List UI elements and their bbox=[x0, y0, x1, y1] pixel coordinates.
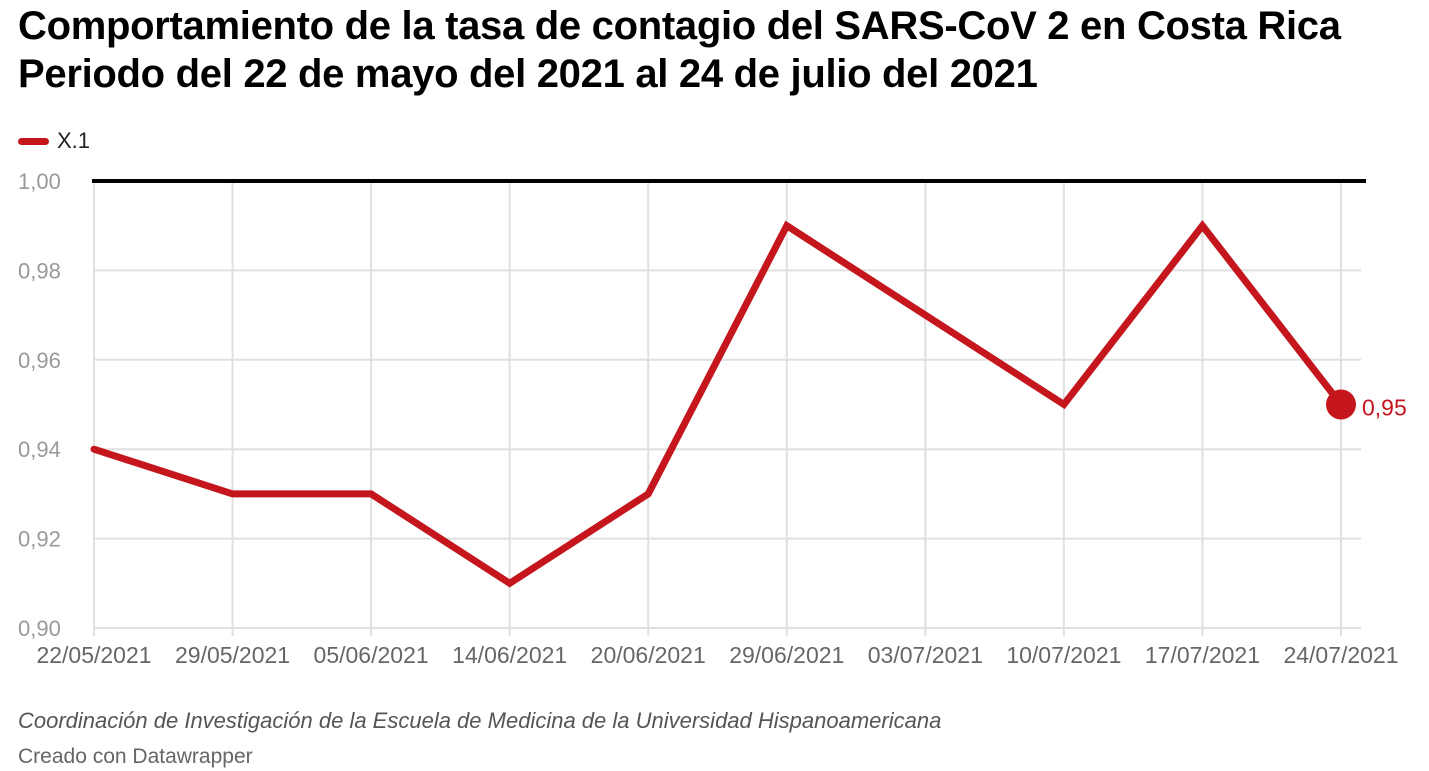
series-line bbox=[90, 219, 1345, 588]
x-tick-label: 29/05/2021 bbox=[175, 642, 290, 668]
data-point bbox=[922, 312, 929, 319]
credit-link[interactable]: Creado con Datawrapper bbox=[18, 745, 253, 768]
x-tick-label: 17/07/2021 bbox=[1145, 642, 1260, 668]
y-tick-label: 0,94 bbox=[18, 437, 61, 462]
y-tick-label: 0,96 bbox=[18, 348, 61, 373]
chart-subtitle: Periodo del 22 de mayo del 2021 al 24 de… bbox=[18, 52, 1038, 96]
y-tick-label: 0,98 bbox=[18, 258, 61, 283]
legend-label: X.1 bbox=[57, 128, 91, 153]
x-tick-label: 14/06/2021 bbox=[452, 642, 567, 668]
data-point bbox=[783, 222, 790, 229]
data-point bbox=[645, 490, 652, 497]
end-value-label: 0,95 bbox=[1362, 395, 1407, 421]
grid bbox=[93, 181, 1361, 636]
data-point bbox=[506, 580, 513, 587]
source-note: Coordinación de Investigación de la Escu… bbox=[18, 708, 942, 733]
x-tick-label: 03/07/2021 bbox=[868, 642, 983, 668]
x-tick-label: 10/07/2021 bbox=[1006, 642, 1121, 668]
data-point bbox=[1060, 401, 1067, 408]
x-tick-label: 20/06/2021 bbox=[591, 642, 706, 668]
y-tick-label: 0,90 bbox=[18, 616, 61, 641]
data-point bbox=[1199, 222, 1206, 229]
x-tick-label: 24/07/2021 bbox=[1283, 642, 1398, 668]
chart-title: Comportamiento de la tasa de contagio de… bbox=[18, 2, 1418, 98]
y-axis-ticks: 1,00 0,98 0,96 0,94 0,92 0,90 bbox=[18, 169, 61, 641]
data-point bbox=[368, 490, 375, 497]
data-point bbox=[229, 490, 236, 497]
chart-title-line-1: Comportamiento de la tasa de contagio de… bbox=[18, 4, 1341, 48]
y-tick-label: 0,92 bbox=[18, 527, 61, 552]
legend: X.1 bbox=[18, 128, 90, 154]
x-tick-label: 22/05/2021 bbox=[36, 642, 151, 668]
legend-swatch bbox=[18, 137, 49, 145]
x-tick-label: 05/06/2021 bbox=[314, 642, 429, 668]
x-tick-label: 29/06/2021 bbox=[729, 642, 844, 668]
x-axis-ticks: 22/05/2021 29/05/2021 05/06/2021 14/06/2021… bbox=[36, 642, 1398, 668]
data-point bbox=[91, 446, 98, 453]
y-tick-label: 1,00 bbox=[18, 169, 61, 194]
series-x1: 0,95 bbox=[90, 219, 1407, 588]
end-point-marker bbox=[1326, 389, 1356, 420]
